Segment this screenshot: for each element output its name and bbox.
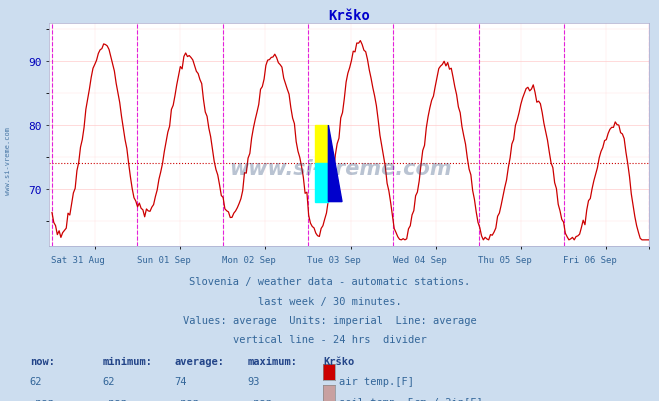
Text: 62: 62 <box>102 377 115 387</box>
Text: last week / 30 minutes.: last week / 30 minutes. <box>258 296 401 306</box>
Text: Fri 06 Sep: Fri 06 Sep <box>563 255 617 264</box>
Text: Wed 04 Sep: Wed 04 Sep <box>393 255 446 264</box>
Text: Mon 02 Sep: Mon 02 Sep <box>222 255 275 264</box>
Text: Values: average  Units: imperial  Line: average: Values: average Units: imperial Line: av… <box>183 315 476 325</box>
Text: soil temp. 5cm / 2in[F]: soil temp. 5cm / 2in[F] <box>339 397 483 401</box>
Text: Thu 05 Sep: Thu 05 Sep <box>478 255 532 264</box>
Title: Krško: Krško <box>328 9 370 23</box>
Text: vertical line - 24 hrs  divider: vertical line - 24 hrs divider <box>233 334 426 344</box>
Text: 93: 93 <box>247 377 260 387</box>
Bar <box>315 164 328 202</box>
Bar <box>315 126 328 164</box>
Text: Sat 31 Aug: Sat 31 Aug <box>51 255 105 264</box>
Text: www.si-vreme.com: www.si-vreme.com <box>229 159 452 179</box>
Text: Tue 03 Sep: Tue 03 Sep <box>307 255 361 264</box>
Text: -nan: -nan <box>175 397 200 401</box>
Text: -nan: -nan <box>30 397 55 401</box>
Text: -nan: -nan <box>102 397 127 401</box>
Text: Krško: Krško <box>323 356 354 366</box>
Text: air temp.[F]: air temp.[F] <box>339 377 415 387</box>
Text: maximum:: maximum: <box>247 356 297 366</box>
Text: -nan: -nan <box>247 397 272 401</box>
Text: Slovenia / weather data - automatic stations.: Slovenia / weather data - automatic stat… <box>189 277 470 287</box>
Text: average:: average: <box>175 356 225 366</box>
Polygon shape <box>328 126 342 202</box>
Text: 74: 74 <box>175 377 187 387</box>
Text: Sun 01 Sep: Sun 01 Sep <box>136 255 190 264</box>
Text: 62: 62 <box>30 377 42 387</box>
Text: minimum:: minimum: <box>102 356 152 366</box>
Text: now:: now: <box>30 356 55 366</box>
Text: www.si-vreme.com: www.si-vreme.com <box>5 126 11 194</box>
